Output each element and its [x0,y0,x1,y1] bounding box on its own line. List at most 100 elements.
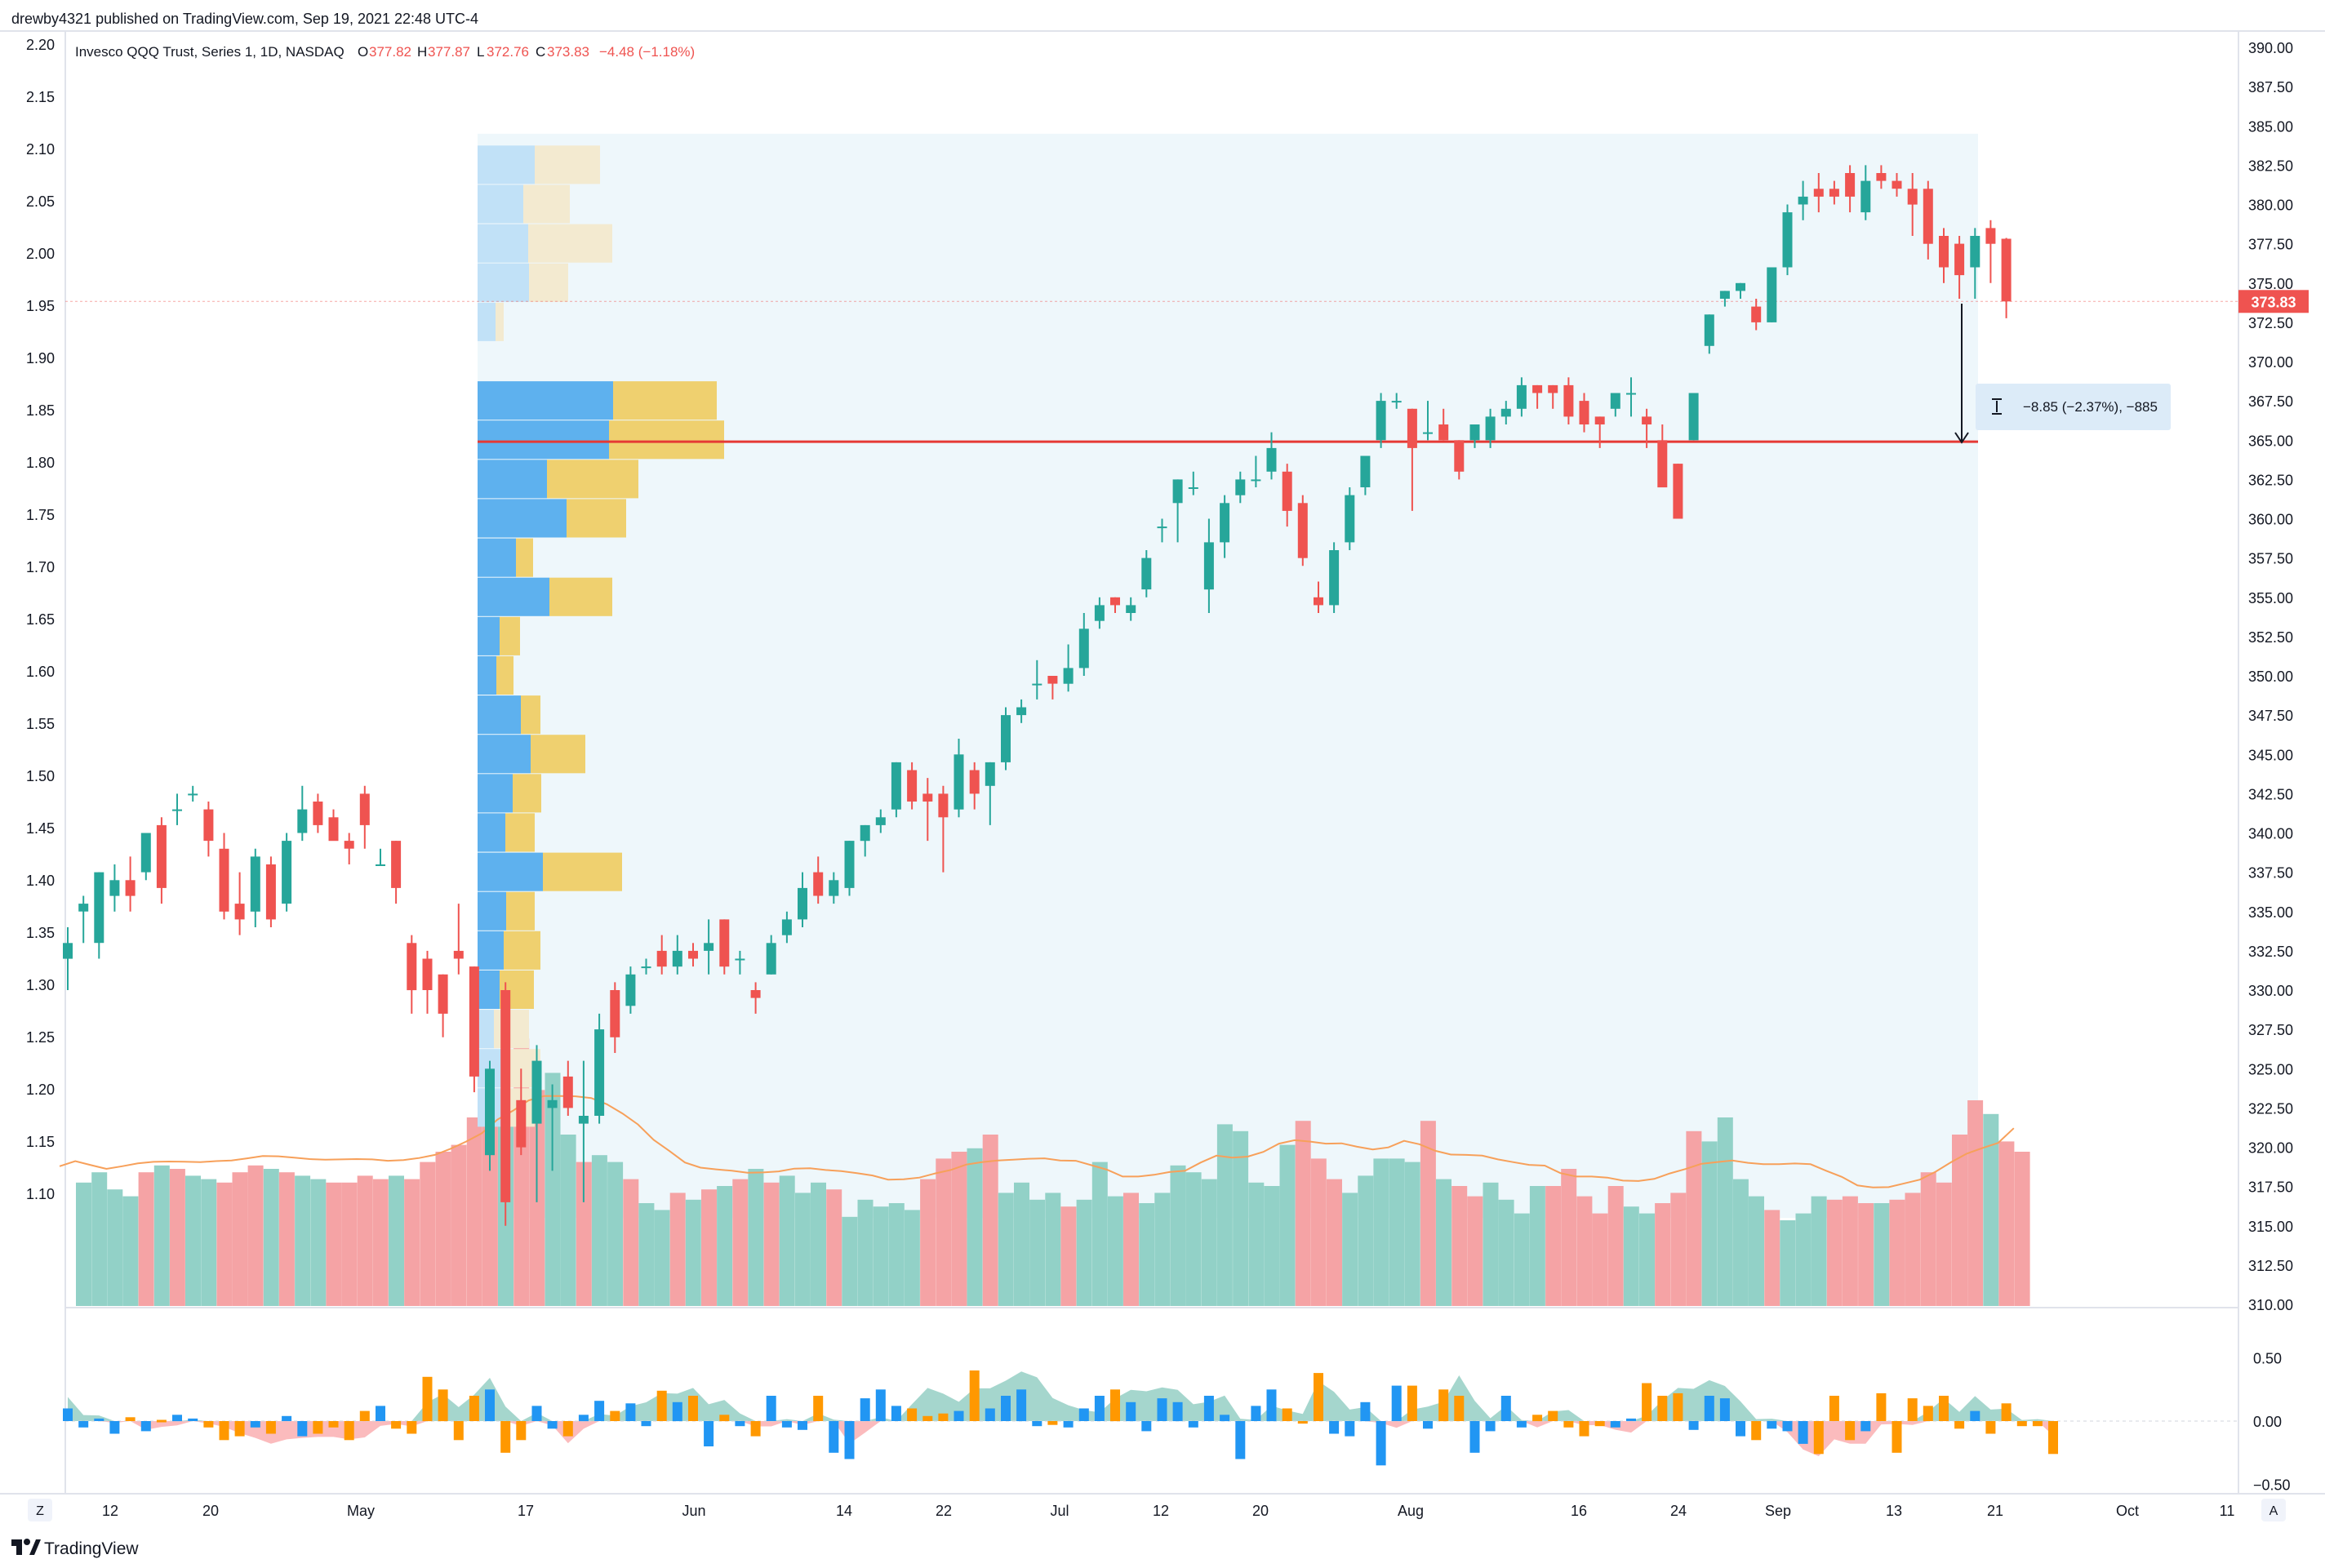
oscillator-bar [1188,1421,1198,1428]
vp-sell-bar [529,263,568,302]
right-axis-tick: 310.00 [2248,1297,2293,1313]
volume-bar [404,1179,420,1306]
oscillator-bar [1345,1421,1355,1437]
volume-bar [216,1182,233,1306]
auto-scale-right-button[interactable]: A [2261,1499,2286,1521]
oscillator-bar [704,1421,714,1446]
oscillator-bar [250,1421,260,1428]
legend-symbol: Invesco QQQ Trust, Series 1, 1D, NASDAQ [75,44,345,60]
time-axis-label: Aug [1398,1503,1424,1519]
volume-bar [1404,1162,1420,1306]
candle-down [1829,189,1839,197]
left-axis-tick: 1.90 [26,350,55,366]
tradingview-logo[interactable]: TradingView [11,1539,139,1558]
auto-scale-left-bg [28,1499,52,1521]
right-axis-tick: 322.50 [2248,1100,2293,1117]
left-axis-tick: 1.85 [26,402,55,419]
volume-bar [1826,1199,1843,1306]
oscillator-bar [1001,1396,1011,1421]
oscillator-bar [798,1421,807,1430]
volume-bar [278,1172,295,1306]
candle-down [1876,173,1887,181]
oscillator-bar [2001,1403,2012,1421]
candle-down [1314,597,1323,606]
vp-sell-bar [609,420,724,460]
time-axis-label: Oct [2116,1503,2139,1519]
candle-down [1297,503,1308,558]
vp-sell-bar [535,145,600,184]
candle-up [1220,503,1230,543]
candle-down [1939,236,1949,268]
right-axis-tick: 315.00 [2248,1219,2293,1235]
candle-down [156,824,167,888]
oscillator-bar [297,1421,308,1437]
oscillator-bar [954,1410,964,1421]
volume-bar [185,1175,201,1306]
right-axis-tick: 335.00 [2248,904,2293,921]
oscillator-bar [688,1396,698,1421]
price-range-measure[interactable]: −8.85 (−2.37%), −885 [1954,304,2171,444]
volume-bar [1749,1196,1764,1306]
candle-up [860,824,870,842]
oscillator-bar [1610,1421,1620,1428]
time-axis-label: 14 [836,1503,852,1519]
candle-up [985,762,995,786]
vp-buy-bar [478,695,521,735]
vp-buy-bar [478,852,543,891]
candle-up [1860,180,1871,213]
vp-sell-bar [528,224,612,263]
candle-down [1407,408,1417,448]
legend[interactable]: Invesco QQQ Trust, Series 1, 1D, NASDAQ … [75,44,695,60]
left-axis-tick: 1.40 [26,873,55,889]
candle-up [891,762,901,810]
volume-bar [201,1179,217,1306]
candle-up [1376,401,1386,441]
oscillator-bar [203,1421,214,1428]
right-axis-tick: 382.50 [2248,158,2293,174]
candle-down [313,802,323,825]
oscillator-bar [1110,1389,1120,1422]
candle-up [625,974,636,1006]
oscillator-bar [1782,1421,1793,1432]
volume-bar [623,1179,639,1306]
time-axis-label: May [347,1503,375,1519]
volume-bar [1732,1179,1749,1306]
candle-up [1329,550,1340,606]
oscillator-bar [1141,1421,1152,1432]
vp-sell-bar [504,931,540,970]
vp-buy-bar [478,224,528,263]
oscillator-bar [125,1417,136,1421]
oscillator-bar [1032,1421,1042,1427]
oscillator-bar [1594,1421,1605,1427]
volume-bar [341,1182,358,1306]
left-axis-tick: 1.45 [26,820,55,837]
volume-bar [1451,1186,1468,1306]
left-axis-tick: 1.55 [26,716,55,732]
volume-bar [91,1172,108,1306]
vp-buy-bar [478,735,531,774]
candle-up [63,943,73,959]
candle-down [1892,180,1902,189]
vp-sell-bar [500,616,520,655]
oscillator-bar [1251,1406,1261,1421]
oscillator-bar [610,1410,620,1421]
volume-bar [1279,1144,1296,1306]
auto-scale-left-button[interactable]: Z [28,1499,52,1521]
left-axis-tick: 1.95 [26,298,55,314]
vp-buy-bar [478,263,529,302]
volume-bar [811,1182,826,1306]
left-axis-tick: 2.15 [26,89,55,105]
tradingview-logo-icon [11,1539,41,1555]
oscillator-bar [156,1419,167,1423]
volume-bar [638,1203,655,1306]
time-axis-label: 11 [2220,1503,2235,1519]
time-axis-label: Sep [1765,1503,1791,1519]
vp-sell-bar [521,695,540,735]
vp-buy-bar [478,813,505,852]
candle-down [907,770,918,802]
time-axis-label: 13 [1886,1503,1902,1519]
right-axis-tick: 317.50 [2248,1179,2293,1196]
candle-down [203,809,214,842]
candle-up [1141,557,1152,590]
candle-down [438,974,448,1014]
